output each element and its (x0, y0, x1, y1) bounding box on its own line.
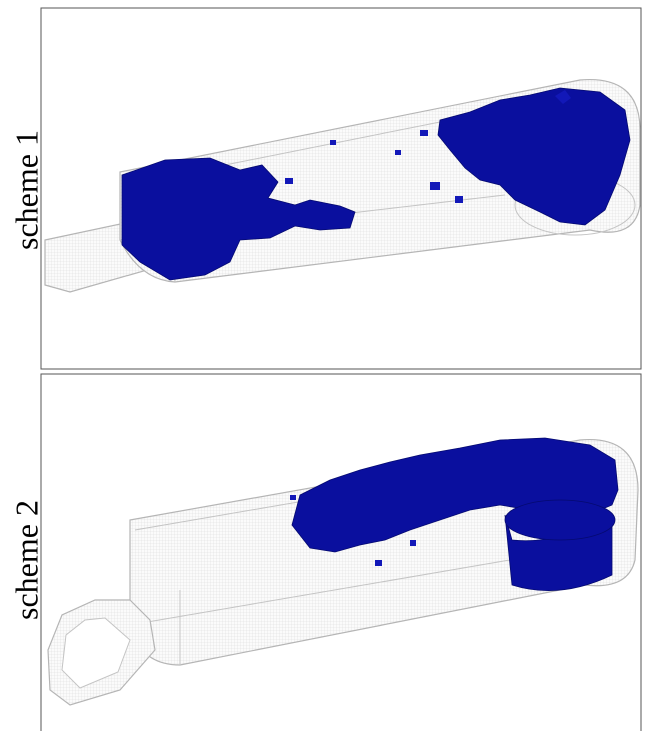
panel-1: scheme 1 (8, 8, 641, 369)
page: Schemes html, body { margin: 0; padding:… (0, 0, 645, 731)
panel-label: scheme 2 (8, 500, 44, 620)
panel-2: scheme 2 (8, 374, 641, 731)
body: {"panels": [{"label": "scheme 1"}, {"lab… (0, 0, 645, 731)
panel-label: scheme 1 (8, 130, 44, 250)
figure: scheme 1 scheme 2 (0, 0, 645, 731)
